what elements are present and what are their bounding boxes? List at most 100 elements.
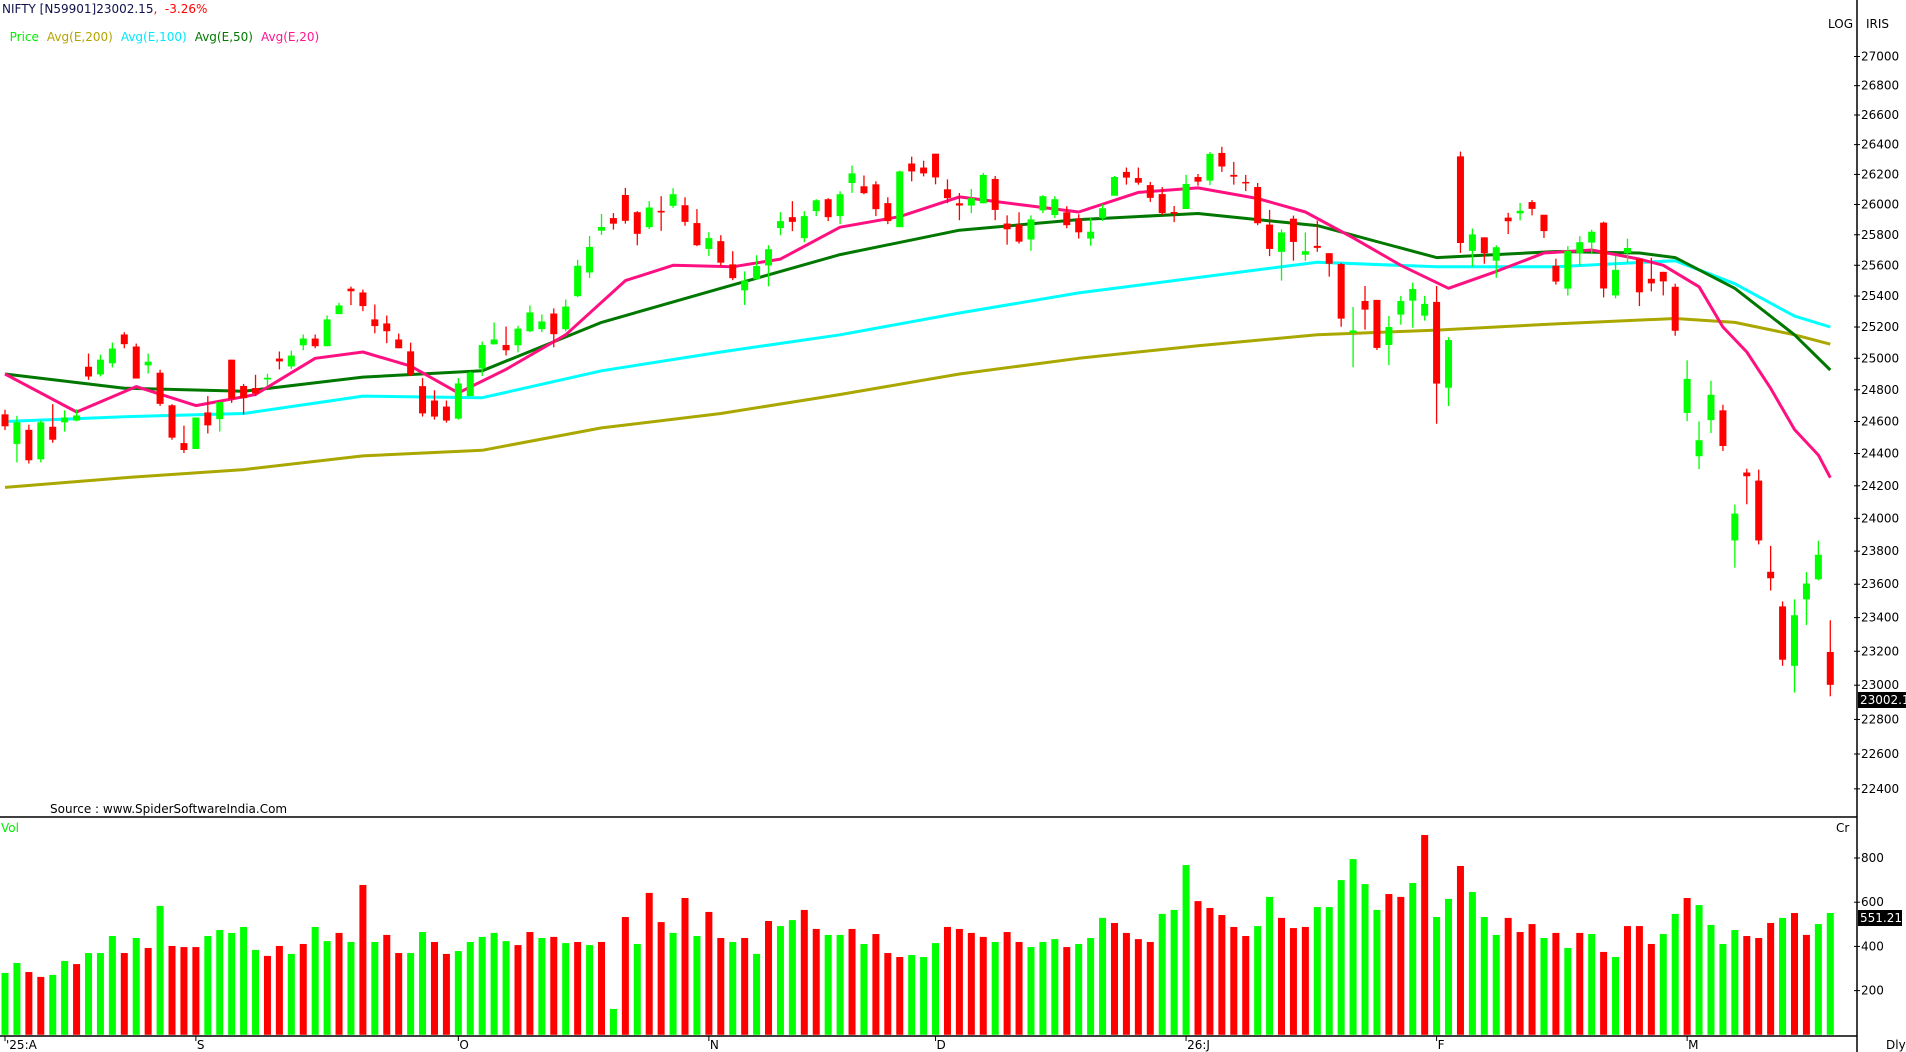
volume-bar[interactable] (108, 936, 116, 1035)
volume-bar[interactable] (1218, 915, 1226, 1035)
volume-bar[interactable] (621, 917, 629, 1035)
volume-axis[interactable]: 800 600 400 200 (1854, 851, 1884, 998)
candle-up[interactable] (299, 334, 307, 351)
candle-up[interactable] (538, 314, 546, 333)
candle-up[interactable] (96, 354, 104, 377)
volume-bar[interactable] (550, 936, 558, 1035)
candle-up[interactable] (645, 201, 653, 230)
volume-bar[interactable] (1707, 924, 1715, 1035)
candle-up[interactable] (108, 342, 116, 368)
candle-down[interactable] (884, 197, 892, 225)
volume-bar[interactable] (1158, 913, 1166, 1035)
candle-down[interactable] (1325, 253, 1333, 277)
volume-bar[interactable] (180, 947, 188, 1035)
candle-up[interactable] (13, 415, 21, 463)
volume-bar[interactable] (275, 945, 283, 1035)
candle-up[interactable] (1564, 246, 1572, 296)
candle-down[interactable] (717, 235, 725, 267)
volume-bar[interactable] (943, 926, 951, 1035)
volume-bar[interactable] (1731, 930, 1739, 1035)
volume-bar[interactable] (824, 934, 832, 1035)
candle-down[interactable] (1015, 212, 1023, 244)
volume-bar[interactable] (812, 928, 820, 1035)
candle-up[interactable] (144, 353, 152, 374)
candle-up[interactable] (466, 371, 474, 397)
volume-bar[interactable] (574, 941, 582, 1035)
candle-down[interactable] (1194, 173, 1202, 186)
candle-down[interactable] (693, 209, 701, 247)
volume-bar[interactable] (1445, 898, 1453, 1035)
candle-down[interactable] (991, 175, 999, 221)
volume-bar[interactable] (1755, 938, 1763, 1035)
candle-down[interactable] (657, 196, 665, 231)
volume-bar[interactable] (717, 938, 725, 1035)
volume-bar[interactable] (1504, 917, 1512, 1035)
candle-down[interactable] (1146, 181, 1154, 202)
volume-bar[interactable] (1361, 884, 1369, 1035)
volume-bar[interactable] (669, 932, 677, 1035)
volume-bar[interactable] (705, 911, 713, 1035)
candle-down[interactable] (550, 308, 558, 348)
candle-down[interactable] (442, 400, 450, 423)
volume-bar[interactable] (1683, 898, 1691, 1035)
volume-bar[interactable] (1266, 896, 1274, 1035)
volume-bar[interactable] (311, 926, 319, 1035)
volume-bar[interactable] (1659, 934, 1667, 1035)
volume-bar[interactable] (1278, 917, 1286, 1035)
candle-down[interactable] (180, 425, 188, 454)
volume-bar[interactable] (192, 947, 200, 1035)
candle-up[interactable] (1445, 337, 1453, 407)
volume-bar[interactable] (633, 943, 641, 1035)
volume-bar[interactable] (252, 949, 260, 1035)
candle-up[interactable] (1039, 195, 1047, 214)
candle-up[interactable] (586, 235, 594, 278)
candle-down[interactable] (609, 213, 617, 230)
volume-bar[interactable] (1039, 941, 1047, 1035)
volume-bar[interactable] (598, 941, 605, 1035)
volume-bar[interactable] (753, 953, 761, 1035)
candle-down[interactable] (1063, 206, 1071, 229)
candle-down[interactable] (1767, 545, 1775, 591)
candle-down[interactable] (1659, 271, 1667, 296)
candle-down[interactable] (824, 198, 832, 222)
volume-bar[interactable] (1397, 896, 1405, 1035)
volume-bar[interactable] (1802, 934, 1810, 1035)
legend-price[interactable]: Price (9, 30, 39, 44)
volume-bar[interactable] (860, 943, 868, 1035)
candle-up[interactable] (216, 402, 224, 432)
candle-down[interactable] (204, 396, 212, 434)
candle-down[interactable] (1433, 286, 1441, 424)
volume-bar[interactable] (908, 955, 916, 1035)
candle-up[interactable] (1206, 151, 1214, 186)
volume-bar[interactable] (836, 934, 844, 1035)
candle-up[interactable] (741, 271, 749, 305)
volume-bar[interactable] (1588, 934, 1596, 1035)
candle-down[interactable] (383, 315, 391, 344)
volume-bar[interactable] (1242, 936, 1250, 1035)
candle-down[interactable] (1, 409, 9, 431)
volume-bar[interactable] (1456, 865, 1464, 1035)
candle-up[interactable] (1421, 295, 1429, 321)
volume-bar[interactable] (25, 972, 33, 1035)
candle-down[interactable] (1313, 220, 1321, 252)
candle-up[interactable] (896, 170, 904, 228)
volume-bar[interactable] (741, 938, 749, 1035)
candle-down[interactable] (788, 201, 796, 232)
volume-bar[interactable] (1779, 917, 1787, 1035)
candle-down[interactable] (120, 332, 128, 349)
volume-bar[interactable] (693, 936, 701, 1035)
volume-bar[interactable] (1075, 943, 1083, 1035)
candle-up[interactable] (1623, 238, 1631, 263)
volume-bar[interactable] (1564, 947, 1572, 1035)
volume-bar[interactable] (920, 957, 928, 1035)
volume-bar[interactable] (1433, 917, 1441, 1035)
volume-bar[interactable] (1468, 892, 1476, 1035)
volume-bar[interactable] (872, 934, 880, 1035)
candle-up[interactable] (287, 350, 295, 369)
volume-bar[interactable] (1099, 917, 1107, 1035)
candle-down[interactable] (359, 289, 367, 312)
candle-down[interactable] (1337, 263, 1345, 327)
volume-bar[interactable] (1313, 907, 1321, 1035)
volume-bar[interactable] (1015, 941, 1023, 1035)
